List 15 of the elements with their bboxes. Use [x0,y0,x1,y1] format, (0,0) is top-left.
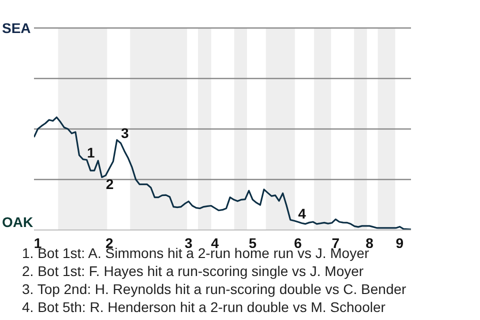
x-tick-label: 9 [396,235,404,251]
annotation: 4 [298,206,306,222]
text: SEA [2,20,31,36]
text: 3. Top 2nd: H. Reynolds hit a run-scoring double vs C. Bender [22,280,406,298]
text: OAK [2,214,34,230]
annotation: 3 [120,124,129,141]
x-tick-label: 4 [211,235,220,251]
annotation: 1 [87,144,96,160]
x-tick-label: 3 [184,235,193,251]
text: 2. Bot 1st: F. Hayes hit a run-scoring single vs J. Moyer [22,262,365,280]
x-tick-label: 8 [366,235,374,251]
x-tick-label: 6 [294,235,302,251]
x-tick-label: 5 [248,235,257,251]
text: 4. Bot 5th: R. Henderson hit a 2-run double vs M. Schooler [22,298,386,316]
annotation: 2 [106,176,114,192]
